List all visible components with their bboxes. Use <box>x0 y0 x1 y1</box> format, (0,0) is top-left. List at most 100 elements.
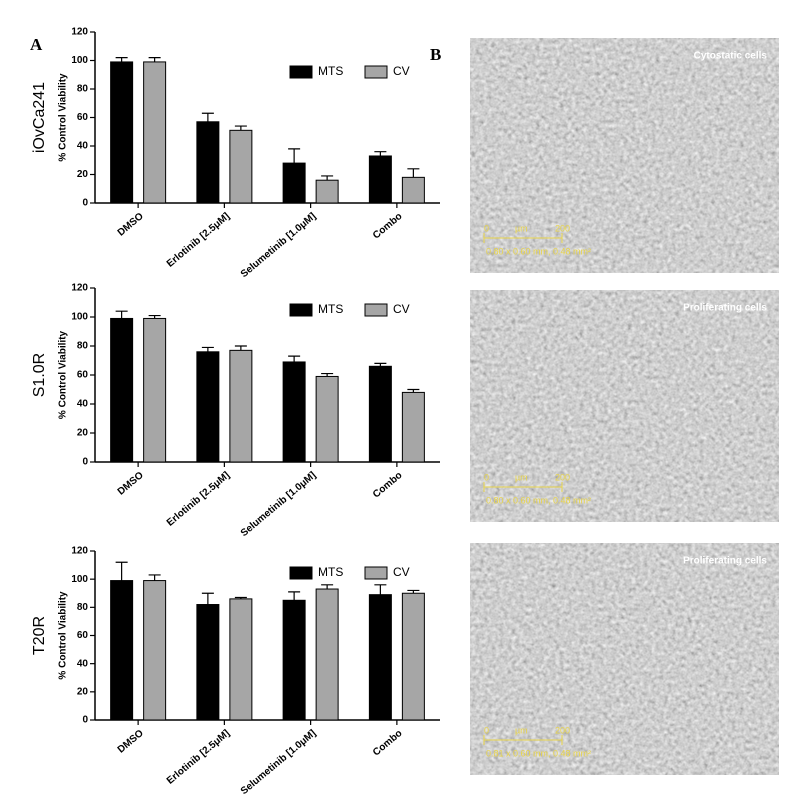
legend-label: MTS <box>318 64 343 78</box>
legend-swatch <box>364 65 388 79</box>
y-tick-label: 0 <box>82 715 88 726</box>
bar <box>282 361 306 463</box>
image-dimensions: 0.80 x 0.60 mm, 0.48 mm² <box>486 495 591 505</box>
bar <box>315 375 339 463</box>
bar <box>110 317 134 463</box>
x-tick-label: DMSO <box>116 728 146 756</box>
bar <box>368 155 392 204</box>
legend-label: CV <box>393 565 410 579</box>
micrograph <box>469 289 780 523</box>
micrograph-caption: Proliferating cells <box>683 556 767 567</box>
x-tick-label: Combo <box>371 211 404 242</box>
y-tick-label: 40 <box>77 658 89 669</box>
y-tick-label: 100 <box>71 312 88 323</box>
micrograph-caption: Cytostatic cells <box>694 51 768 62</box>
error-bar <box>288 591 301 601</box>
bar <box>229 349 253 463</box>
error-bar <box>234 345 247 351</box>
legend-label: CV <box>393 302 410 316</box>
legend-label: MTS <box>318 565 343 579</box>
bar <box>401 592 425 721</box>
x-tick-label: Selumetinib [1.0μM] <box>239 728 318 797</box>
scale-bar <box>483 233 563 243</box>
error-bar <box>201 592 214 605</box>
scale-start: 0 <box>484 223 489 233</box>
x-tick-label: Combo <box>371 728 404 759</box>
error-bar <box>234 596 247 599</box>
x-tick-label: Combo <box>371 470 404 501</box>
error-bar <box>115 57 128 62</box>
error-bar <box>234 125 247 131</box>
y-tick-label: 20 <box>77 169 89 180</box>
error-bar <box>148 314 161 319</box>
row-label: T20R <box>31 616 48 655</box>
scale-end: 200 <box>555 223 570 233</box>
scale-end: 200 <box>555 725 570 735</box>
bar <box>143 61 167 204</box>
x-tick-label: DMSO <box>116 211 146 239</box>
x-tick-label: Selumetinib [1.0μM] <box>239 211 318 280</box>
bar <box>110 580 134 721</box>
x-tick-label: Erlotinib [2.5μM] <box>165 728 232 787</box>
error-bar <box>201 112 214 122</box>
error-bar <box>201 346 214 352</box>
bar <box>110 61 134 204</box>
y-tick-label: 80 <box>77 341 89 352</box>
bar <box>196 604 220 721</box>
legend-label: MTS <box>318 302 343 316</box>
y-axis-label: % Control Viability <box>58 330 69 419</box>
image-dimensions: 0.80 x 0.60 mm, 0.48 mm² <box>486 246 591 256</box>
y-tick-label: 80 <box>77 84 89 95</box>
legend-swatch <box>289 65 313 79</box>
row-label: S1.0R <box>31 353 48 397</box>
error-bar <box>288 148 301 164</box>
y-tick-label: 60 <box>77 630 89 641</box>
micrograph <box>469 37 780 274</box>
scale-bar <box>483 482 563 492</box>
y-axis-label: % Control Viability <box>58 591 69 680</box>
bar <box>282 162 306 204</box>
y-tick-label: 100 <box>71 574 88 585</box>
x-tick-label: Selumetinib [1.0μM] <box>239 470 318 539</box>
bar <box>368 594 392 721</box>
legend-label: CV <box>393 64 410 78</box>
error-bar <box>321 175 334 181</box>
x-tick-label: DMSO <box>116 470 146 498</box>
scale-start: 0 <box>484 725 489 735</box>
y-tick-label: 120 <box>71 27 88 38</box>
scale-start: 0 <box>484 472 489 482</box>
scale-unit: µm <box>515 472 528 482</box>
legend-swatch <box>364 303 388 317</box>
error-bar <box>115 310 128 319</box>
error-bar <box>407 589 420 594</box>
scale-unit: µm <box>515 223 528 233</box>
error-bar <box>148 57 161 62</box>
bar <box>315 179 339 204</box>
bar <box>143 317 167 463</box>
error-bar <box>374 362 387 367</box>
row-label: iOvCa241 <box>31 82 48 153</box>
error-bar <box>407 388 420 393</box>
y-tick-label: 120 <box>71 546 88 557</box>
error-bar <box>374 151 387 156</box>
bar <box>143 580 167 721</box>
micrograph <box>469 542 780 776</box>
scale-unit: µm <box>515 725 528 735</box>
legend-swatch <box>289 303 313 317</box>
legend-swatch <box>289 566 313 580</box>
bar <box>282 599 306 721</box>
scale-end: 200 <box>555 472 570 482</box>
bar <box>368 365 392 463</box>
bar <box>401 176 425 204</box>
bar <box>229 129 253 204</box>
y-tick-label: 60 <box>77 112 89 123</box>
scale-bar <box>483 735 563 745</box>
error-bar <box>321 584 334 590</box>
y-tick-label: 20 <box>77 686 89 697</box>
bar <box>196 121 220 204</box>
bar <box>196 351 220 463</box>
error-bar <box>288 355 301 362</box>
micrograph-caption: Proliferating cells <box>683 303 767 314</box>
x-tick-label: Erlotinib [2.5μM] <box>165 211 232 270</box>
